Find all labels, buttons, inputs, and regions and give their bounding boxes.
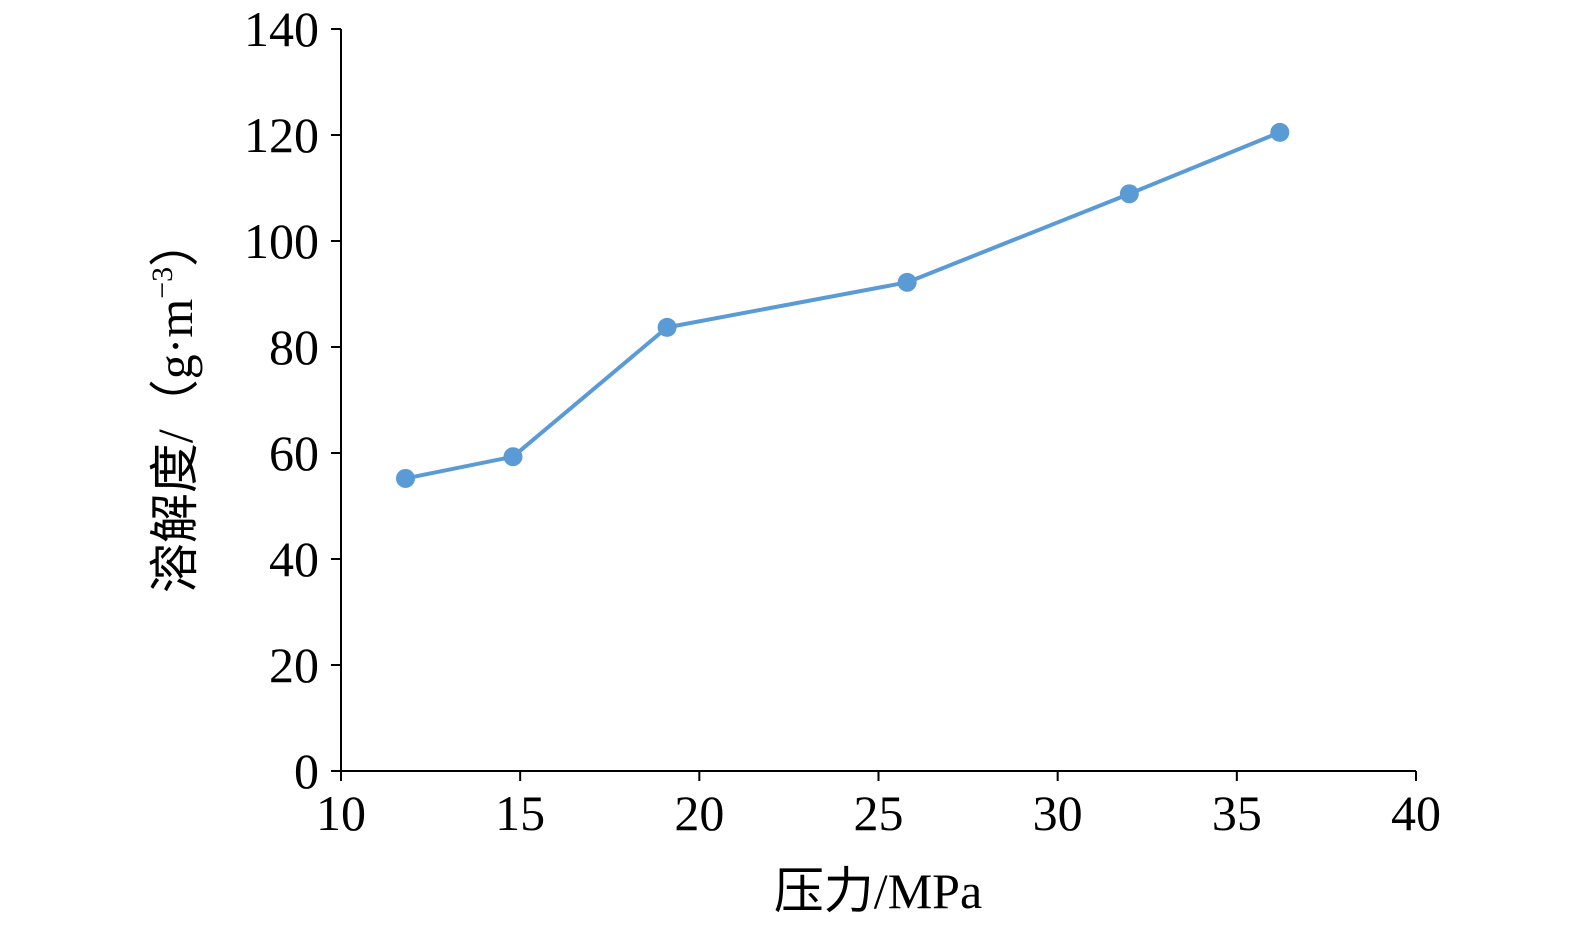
x-tick-label: 25 (854, 785, 904, 841)
y-tick-label: 140 (244, 1, 319, 57)
data-point (396, 468, 415, 488)
y-axis-title-main: 溶解度/（g·m (147, 299, 203, 594)
x-tick-label: 30 (1033, 785, 1083, 841)
y-axis-title-close: ） (147, 217, 203, 267)
y-tick-label: 80 (269, 319, 319, 375)
y-tick-label: 40 (269, 531, 319, 587)
x-tick-label: 20 (674, 785, 724, 841)
x-tick-label: 35 (1212, 785, 1262, 841)
y-tick-label: 60 (269, 425, 319, 481)
y-axis-title-superscript: −3 (146, 267, 179, 299)
data-point (897, 272, 917, 292)
y-tick-label: 120 (244, 107, 319, 163)
series-line (405, 130, 1281, 481)
data-point (657, 317, 677, 337)
data-point (1119, 184, 1139, 204)
data-point (1270, 122, 1290, 142)
y-axis-ticks: 0 20 40 60 80 100 120 140 (244, 1, 341, 799)
x-tick-label: 10 (316, 785, 366, 841)
y-tick-label: 20 (269, 637, 319, 693)
series-layer (396, 122, 1290, 488)
y-tick-label: 100 (244, 213, 319, 269)
x-tick-label: 40 (1391, 785, 1441, 841)
x-tick-label: 15 (495, 785, 545, 841)
x-axis-title: 压力/MPa (774, 863, 982, 919)
x-axis-ticks: 10 15 20 25 30 35 40 (316, 771, 1441, 841)
y-axis-title: 溶解度/（g·m−3） (146, 217, 203, 593)
y-tick-label: 0 (294, 743, 319, 799)
data-point (503, 447, 523, 467)
